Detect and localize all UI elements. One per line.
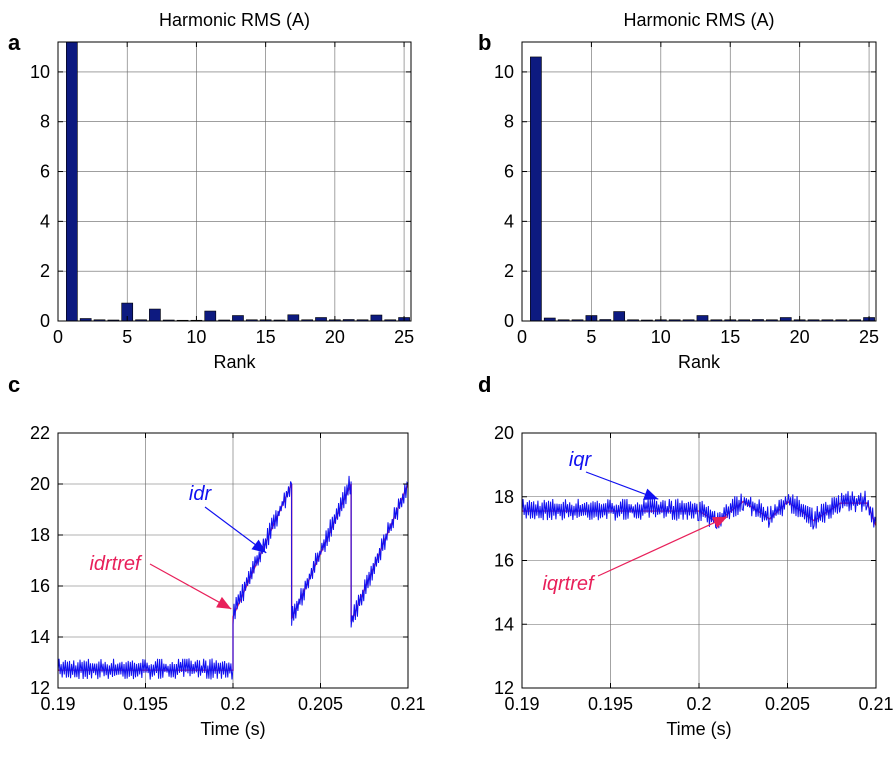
- a-xtick-label: 15: [256, 327, 276, 347]
- b-title: Harmonic RMS (A): [623, 10, 774, 30]
- c-series-idr: [58, 475, 408, 680]
- b-xtick-label: 10: [651, 327, 671, 347]
- d-xlabel: Time (s): [666, 719, 731, 739]
- c-arrow-idr-head: [251, 539, 267, 553]
- b-xtick-label: 5: [586, 327, 596, 347]
- a-xtick-label: 0: [53, 327, 63, 347]
- c-ytick-label: 22: [30, 423, 50, 443]
- a-ytick-label: 10: [30, 62, 50, 82]
- a-xlabel: Rank: [213, 352, 256, 372]
- d-ytick-label: 14: [494, 614, 514, 634]
- d-xtick-label: 0.21: [858, 694, 893, 714]
- c-label-idrtref: idrtref: [89, 553, 143, 575]
- d-xtick-label: 0.205: [765, 694, 810, 714]
- c-xtick-label: 0.21: [390, 694, 425, 714]
- b-ytick-label: 6: [504, 162, 514, 182]
- a-ytick-label: 4: [40, 211, 50, 231]
- panel-letter-d: d: [478, 372, 491, 397]
- c-ytick-label: 18: [30, 525, 50, 545]
- panel-letter-c: c: [8, 372, 20, 397]
- a-title: Harmonic RMS (A): [159, 10, 310, 30]
- b-xtick-label: 25: [859, 327, 879, 347]
- c-arrow-idrtref-shaft: [149, 563, 232, 610]
- d-series-iqr: [522, 490, 876, 530]
- panel-a: 0 5 10 15 20 25 0 2 4 6 8 10 Harmonic RMS (A) Rank: [30, 10, 414, 372]
- c-ytick-label: 20: [30, 474, 50, 494]
- c-ytick-label: 14: [30, 627, 50, 647]
- b-xtick-label: 20: [790, 327, 810, 347]
- d-arrow-iqrtref-shaft: [597, 516, 728, 577]
- a-bar: [66, 41, 78, 322]
- c-xtick-label: 0.19: [40, 694, 75, 714]
- d-ytick-label: 12: [494, 678, 514, 698]
- panel-letter-b: b: [478, 30, 491, 55]
- a-plot-bg: [58, 42, 411, 321]
- a-bar: [149, 308, 161, 322]
- panel-d: 0.19 0.195 0.2 0.205 0.21 12 14 16 18 20 Time (s) i…: [494, 423, 893, 739]
- a-xtick-label: 5: [122, 327, 132, 347]
- b-bar: [530, 56, 542, 322]
- b-ytick-label: 4: [504, 211, 514, 231]
- d-xtick-label: 0.195: [588, 694, 633, 714]
- b-xlabel: Rank: [678, 352, 721, 372]
- d-xtick-label: 0.2: [686, 694, 711, 714]
- a-ytick-label: 8: [40, 112, 50, 132]
- a-ytick-label: 2: [40, 261, 50, 281]
- c-xtick-label: 0.2: [220, 694, 245, 714]
- b-ytick-label: 8: [504, 112, 514, 132]
- d-xtick-label: 0.19: [504, 694, 539, 714]
- panel-c: 0.19 0.195 0.2 0.205 0.21 12 14 16 18 20 22 Time (s…: [30, 423, 426, 739]
- panel-b: 0 5 10 15 20 25 0 2 4 6 8 10 Harmonic RMS (A) Rank: [494, 10, 879, 372]
- b-plot-bg: [522, 42, 876, 321]
- a-bar: [315, 317, 327, 322]
- panel-letter-a: a: [8, 30, 21, 55]
- a-bar: [204, 310, 217, 322]
- d-ytick-label: 18: [494, 487, 514, 507]
- c-label-idr: idr: [189, 483, 213, 505]
- d-ytick-label: 20: [494, 423, 514, 443]
- b-bar: [613, 311, 626, 322]
- a-ytick-label: 0: [40, 311, 50, 331]
- d-label-iqr: iqr: [569, 449, 593, 471]
- a-xtick-label: 20: [325, 327, 345, 347]
- c-xtick-label: 0.205: [298, 694, 343, 714]
- d-arrow-iqr-head: [643, 488, 659, 500]
- c-ytick-label: 12: [30, 678, 50, 698]
- c-xtick-label: 0.195: [123, 694, 168, 714]
- a-axes-box: [57, 41, 412, 322]
- c-arrow-idrtref-head: [216, 596, 232, 609]
- b-axes-box: [521, 41, 877, 322]
- a-xtick-label: 25: [394, 327, 414, 347]
- b-bar: [696, 315, 709, 322]
- b-bar: [779, 317, 792, 322]
- b-ytick-label: 10: [494, 62, 514, 82]
- b-ytick-label: 2: [504, 261, 514, 281]
- a-bar: [287, 314, 300, 322]
- b-ytick-label: 0: [504, 311, 514, 331]
- c-ytick-label: 16: [30, 576, 50, 596]
- b-xtick-label: 0: [517, 327, 527, 347]
- d-label-iqrtref: iqrtref: [542, 573, 596, 595]
- c-xlabel: Time (s): [200, 719, 265, 739]
- a-bar: [370, 314, 383, 322]
- a-xtick-label: 10: [186, 327, 206, 347]
- a-bar: [232, 315, 244, 322]
- b-xtick-label: 15: [720, 327, 740, 347]
- d-ytick-label: 16: [494, 551, 514, 571]
- a-ytick-label: 6: [40, 162, 50, 182]
- d-arrow-iqrtref-head: [712, 516, 728, 528]
